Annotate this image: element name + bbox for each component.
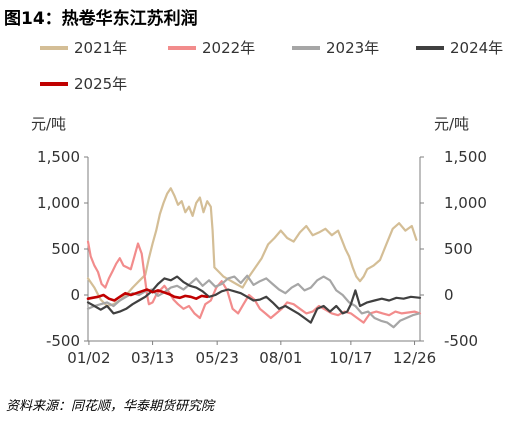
figure-source: 资料来源：同花顺，华泰期货研究院 bbox=[6, 398, 216, 414]
x-tick-label: 10/17 bbox=[329, 349, 372, 367]
legend-label-2023年: 2023年 bbox=[326, 39, 379, 57]
left-axis-unit: 元/吨 bbox=[31, 115, 66, 133]
x-tick-label: 08/01 bbox=[259, 349, 302, 367]
left-y-tick-label: 1,500 bbox=[37, 148, 80, 166]
right-axis-unit: 元/吨 bbox=[434, 115, 469, 133]
figure-title: 图14：热卷华东江苏利润 bbox=[4, 8, 198, 29]
x-tick-label: 01/02 bbox=[67, 349, 110, 367]
axes: -500 -500 0 0 500 500 1,000 1,000 1,500 1,500 01/0… bbox=[37, 148, 487, 367]
right-y-tick-label: 500 bbox=[444, 240, 473, 258]
legend-label-2022年: 2022年 bbox=[202, 39, 255, 57]
right-y-tick-label: 0 bbox=[444, 286, 454, 304]
left-y-tick-label: 0 bbox=[70, 286, 80, 304]
legend-label-2024年: 2024年 bbox=[450, 39, 503, 57]
left-y-tick-label: -500 bbox=[46, 332, 80, 350]
series-line-2024年 bbox=[86, 275, 422, 324]
legend: 2021年 2022年 2023年 2024年 2025年 bbox=[40, 39, 503, 93]
legend-label-2025年: 2025年 bbox=[74, 75, 127, 93]
series-line-2021年 bbox=[86, 187, 418, 308]
x-tick-label: 03/13 bbox=[131, 349, 174, 367]
right-y-tick-label: 1,500 bbox=[444, 148, 487, 166]
x-tick-label: 12/26 bbox=[393, 349, 436, 367]
left-y-tick-label: 500 bbox=[51, 240, 80, 258]
plot-area bbox=[86, 187, 422, 329]
legend-label-2021年: 2021年 bbox=[74, 39, 127, 57]
series-line-2023年 bbox=[86, 274, 421, 329]
series-line-2025年 bbox=[86, 288, 209, 302]
right-y-tick-label: -500 bbox=[444, 332, 478, 350]
right-y-tick-label: 1,000 bbox=[444, 194, 487, 212]
x-tick-label: 05/23 bbox=[196, 349, 239, 367]
left-y-tick-label: 1,000 bbox=[37, 194, 80, 212]
